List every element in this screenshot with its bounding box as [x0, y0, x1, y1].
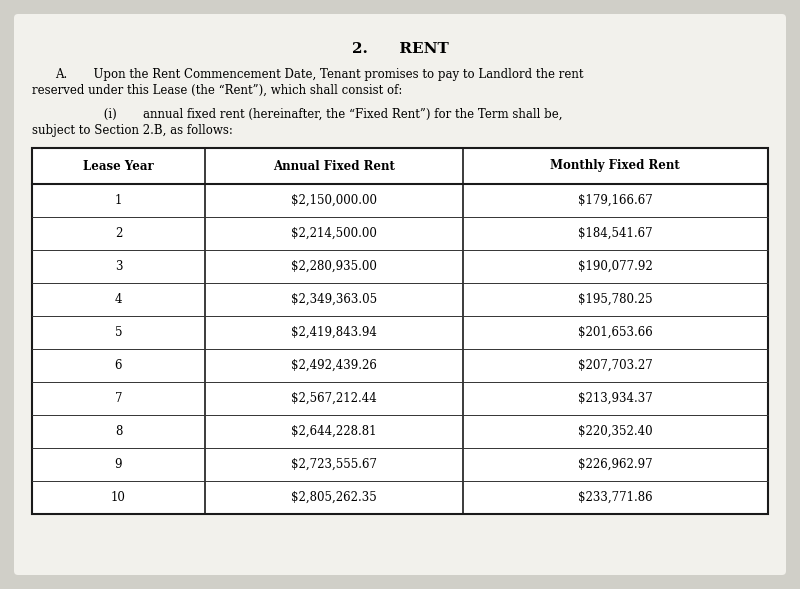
Text: $179,166.67: $179,166.67 — [578, 194, 653, 207]
Text: $190,077.92: $190,077.92 — [578, 260, 653, 273]
Text: $2,280,935.00: $2,280,935.00 — [291, 260, 377, 273]
Text: $2,492,439.26: $2,492,439.26 — [291, 359, 377, 372]
Text: $233,771.86: $233,771.86 — [578, 491, 653, 504]
Text: 10: 10 — [111, 491, 126, 504]
Text: $226,962.97: $226,962.97 — [578, 458, 653, 471]
Text: Monthly Fixed Rent: Monthly Fixed Rent — [550, 160, 680, 173]
Text: $184,541.67: $184,541.67 — [578, 227, 653, 240]
FancyBboxPatch shape — [14, 14, 786, 575]
Text: 7: 7 — [114, 392, 122, 405]
Text: 8: 8 — [114, 425, 122, 438]
Text: 2.      RENT: 2. RENT — [352, 42, 448, 56]
Bar — [32, 148, 768, 514]
Text: A.       Upon the Rent Commencement Date, Tenant promises to pay to Landlord the: A. Upon the Rent Commencement Date, Tena… — [55, 68, 583, 81]
Text: $2,214,500.00: $2,214,500.00 — [291, 227, 377, 240]
Text: 3: 3 — [114, 260, 122, 273]
Text: (i)       annual fixed rent (hereinafter, the “Fixed Rent”) for the Term shall b: (i) annual fixed rent (hereinafter, the … — [55, 108, 562, 121]
Text: $2,349,363.05: $2,349,363.05 — [290, 293, 377, 306]
Text: $220,352.40: $220,352.40 — [578, 425, 653, 438]
Text: 1: 1 — [114, 194, 122, 207]
Text: $2,723,555.67: $2,723,555.67 — [290, 458, 377, 471]
Text: 2: 2 — [114, 227, 122, 240]
Text: $2,644,228.81: $2,644,228.81 — [291, 425, 377, 438]
Text: $2,150,000.00: $2,150,000.00 — [290, 194, 377, 207]
Text: $2,567,212.44: $2,567,212.44 — [291, 392, 377, 405]
Text: $2,419,843.94: $2,419,843.94 — [291, 326, 377, 339]
Text: $2,805,262.35: $2,805,262.35 — [291, 491, 377, 504]
Text: 5: 5 — [114, 326, 122, 339]
Text: $195,780.25: $195,780.25 — [578, 293, 653, 306]
Text: $213,934.37: $213,934.37 — [578, 392, 653, 405]
Text: subject to Section 2.B, as follows:: subject to Section 2.B, as follows: — [32, 124, 233, 137]
Text: 4: 4 — [114, 293, 122, 306]
Text: Lease Year: Lease Year — [83, 160, 154, 173]
Text: 6: 6 — [114, 359, 122, 372]
Text: 9: 9 — [114, 458, 122, 471]
Text: Annual Fixed Rent: Annual Fixed Rent — [273, 160, 394, 173]
Text: $201,653.66: $201,653.66 — [578, 326, 653, 339]
Text: reserved under this Lease (the “Rent”), which shall consist of:: reserved under this Lease (the “Rent”), … — [32, 84, 402, 97]
Text: $207,703.27: $207,703.27 — [578, 359, 653, 372]
